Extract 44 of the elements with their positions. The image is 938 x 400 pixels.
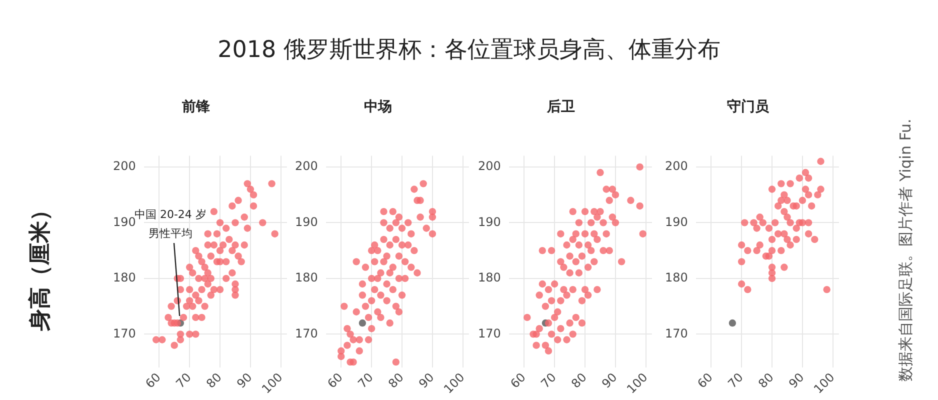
x-tick-label: 60	[694, 370, 716, 391]
x-tick-label: 80	[756, 370, 776, 391]
x-tick-label: 100	[259, 370, 286, 396]
y-tick-label: 180	[295, 270, 318, 285]
chart-subtitle: 中场	[364, 99, 392, 116]
y-tick-label: 200	[665, 159, 688, 174]
y-tick-label: 180	[478, 270, 501, 285]
x-tick-label: 60	[142, 370, 164, 391]
text: 数据来自国际足联。图片作者 Yiqin Fu.	[896, 118, 916, 382]
x-tick-label: 100	[441, 370, 468, 396]
x-tick-label: 60	[324, 370, 346, 391]
chart-subtitle: 后卫	[546, 98, 575, 116]
y-tick-label: 190	[665, 214, 688, 229]
y-tick-label: 190	[478, 214, 501, 229]
x-tick-label: 60	[508, 370, 528, 391]
x-tick-label: 100	[624, 370, 650, 396]
y-tick-label: 170	[665, 326, 688, 340]
x-tick-label: 80	[568, 370, 590, 391]
y-tick-label: 170	[478, 326, 501, 340]
x-tick-label: 100	[811, 370, 838, 396]
x-tick-label: 90	[599, 370, 620, 391]
x-tick-label: 80	[386, 370, 406, 391]
x-tick-label: 70	[173, 370, 194, 391]
y-tick-label: 180	[113, 270, 136, 285]
x-tick-label: 90	[416, 370, 437, 391]
y-tick-label: 200	[113, 159, 136, 174]
x-tick-label: 70	[538, 370, 559, 391]
y-tick-label: 190	[295, 214, 318, 229]
chart-subtitle: 守门员	[727, 98, 770, 116]
annotation: 中国 20-24 岁男性平均	[134, 207, 208, 242]
text: 2018 俄罗斯世界杯：各位置球员身高、体重分布	[216, 36, 722, 65]
x-tick-label: 90	[234, 370, 255, 391]
y-tick-label: 200	[295, 159, 318, 174]
y-tick-label: 180	[665, 270, 688, 285]
y-tick-label: 170	[295, 326, 318, 340]
x-tick-label: 80	[204, 370, 224, 391]
x-tick-label: 90	[786, 370, 807, 391]
y-tick-label: 170	[113, 326, 136, 340]
y-tick-label: 200	[478, 159, 501, 174]
y-axis-title: 身高（厘米）	[26, 199, 54, 331]
y-tick-label: 190	[113, 214, 136, 229]
x-tick-label: 70	[355, 370, 376, 391]
chart-subtitle: 前锋	[181, 99, 211, 116]
x-tick-label: 70	[725, 370, 746, 391]
